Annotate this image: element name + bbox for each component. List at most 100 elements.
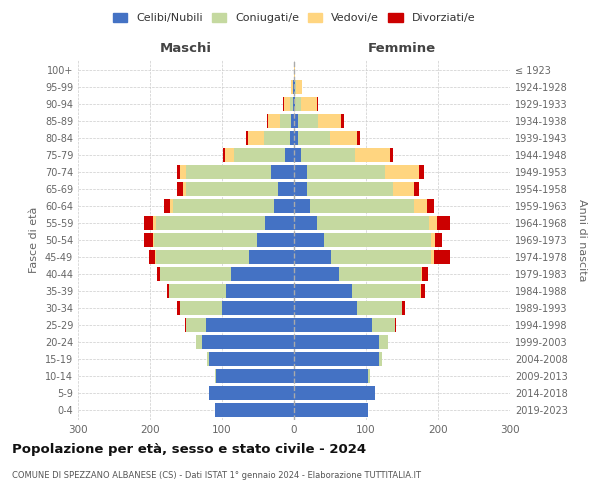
Bar [317,216,428,230]
Text: Popolazione per età, sesso e stato civile - 2024: Popolazione per età, sesso e stato civil… [12,442,366,456]
Bar [390,148,392,162]
Bar [294,301,358,314]
Text: Maschi: Maschi [160,42,212,55]
Bar [248,132,264,145]
Bar [153,233,154,247]
Bar [307,166,385,179]
Bar [294,386,376,400]
Bar [298,114,318,128]
Bar [294,148,301,162]
Bar [207,352,209,366]
Bar [294,403,368,416]
Bar [294,318,372,332]
Bar [286,148,294,162]
Bar [265,216,294,230]
Text: Femmine: Femmine [368,42,436,55]
Bar [144,216,153,230]
Bar [247,132,248,145]
Bar [293,98,294,111]
Bar [331,250,431,264]
Bar [294,98,295,111]
Bar [178,182,183,196]
Bar [291,114,294,128]
Bar [283,98,284,111]
Bar [222,301,294,314]
Bar [169,284,226,298]
Bar [324,233,431,247]
Bar [358,132,359,145]
Bar [295,98,301,111]
Bar [419,166,424,179]
Bar [157,267,160,281]
Bar [274,199,294,213]
Bar [421,267,422,281]
Bar [379,335,388,348]
Bar [160,267,230,281]
Bar [385,166,419,179]
Bar [435,233,442,247]
Bar [358,301,402,314]
Bar [290,132,294,145]
Bar [413,182,419,196]
Bar [180,301,222,314]
Bar [291,80,293,94]
Bar [295,80,296,94]
Bar [250,250,294,264]
Bar [233,148,286,162]
Bar [301,148,355,162]
Bar [341,114,344,128]
Bar [293,80,294,94]
Bar [307,182,394,196]
Bar [226,284,294,298]
Bar [155,250,156,264]
Bar [294,132,298,145]
Bar [355,148,390,162]
Bar [225,148,233,162]
Bar [186,182,278,196]
Bar [298,132,330,145]
Bar [257,233,294,247]
Bar [294,80,295,94]
Bar [266,114,268,128]
Bar [414,199,427,213]
Bar [167,284,169,298]
Y-axis label: Fasce di età: Fasce di età [29,207,39,273]
Bar [421,284,425,298]
Bar [278,182,294,196]
Bar [420,284,421,298]
Bar [264,132,290,145]
Bar [434,250,449,264]
Bar [170,199,173,213]
Bar [156,216,265,230]
Bar [215,403,294,416]
Bar [290,98,293,111]
Bar [178,301,180,314]
Bar [427,199,434,213]
Bar [310,199,414,213]
Bar [294,267,338,281]
Bar [428,216,437,230]
Bar [294,250,331,264]
Legend: Celibi/Nubili, Coniugati/e, Vedovi/e, Divorziati/e: Celibi/Nubili, Coniugati/e, Vedovi/e, Di… [109,8,479,28]
Bar [422,267,428,281]
Bar [186,318,206,332]
Bar [196,335,202,348]
Bar [294,233,324,247]
Bar [437,216,450,230]
Bar [294,335,379,348]
Bar [294,216,317,230]
Bar [301,98,317,111]
Bar [215,369,216,382]
Bar [294,166,307,179]
Bar [338,267,421,281]
Bar [230,267,294,281]
Y-axis label: Anni di nascita: Anni di nascita [577,198,587,281]
Bar [318,114,341,128]
Bar [149,250,155,264]
Bar [352,284,420,298]
Bar [379,352,382,366]
Bar [202,335,294,348]
Bar [294,352,379,366]
Bar [164,199,170,213]
Bar [395,318,396,332]
